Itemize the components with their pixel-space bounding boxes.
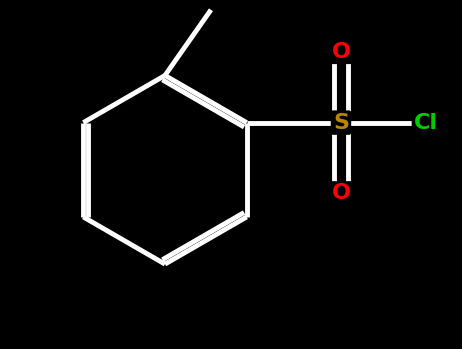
Text: Cl: Cl bbox=[414, 113, 438, 133]
Text: O: O bbox=[331, 183, 351, 203]
Text: O: O bbox=[331, 42, 351, 62]
Text: S: S bbox=[333, 113, 349, 133]
